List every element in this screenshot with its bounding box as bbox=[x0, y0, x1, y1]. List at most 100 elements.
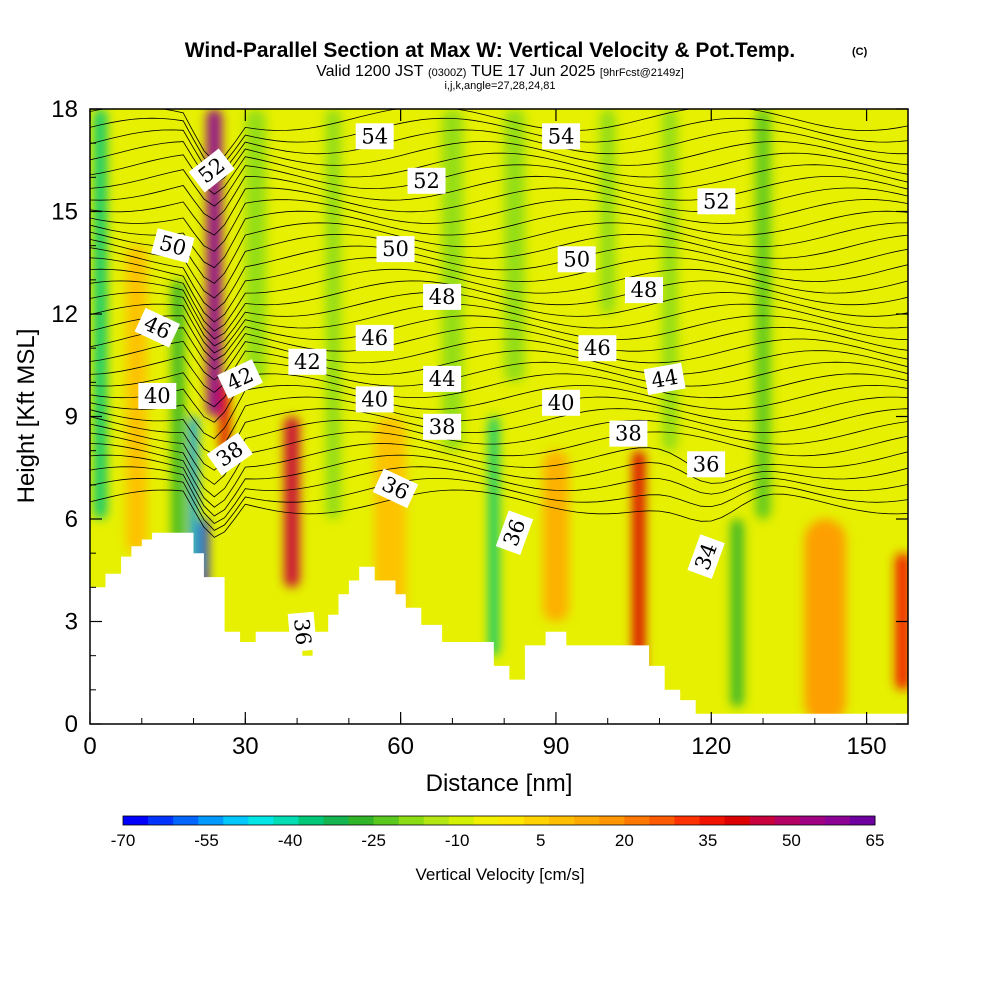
isentrope-line bbox=[90, 109, 908, 162]
x-tick-label: 30 bbox=[232, 733, 259, 760]
colorbar-tick-label: -55 bbox=[194, 831, 219, 850]
contour-label-text: 46 bbox=[361, 326, 388, 350]
contour-label-box bbox=[138, 383, 177, 409]
colorbar-swatch bbox=[649, 816, 675, 825]
contour-label-box bbox=[355, 386, 394, 413]
isentrope-line bbox=[90, 454, 908, 517]
contour-label-box bbox=[217, 359, 263, 399]
contour-label-box bbox=[643, 362, 686, 396]
colorbar-swatch bbox=[173, 816, 199, 825]
contour-label-text: 38 bbox=[615, 422, 642, 446]
contour-label-text: 54 bbox=[361, 124, 388, 148]
colorbar-tick-label: -10 bbox=[445, 831, 470, 850]
isentrope-line bbox=[90, 175, 908, 221]
isentrope-line bbox=[90, 292, 908, 347]
contour-label-text: 44 bbox=[429, 367, 456, 391]
colorbar-swatch bbox=[724, 816, 751, 825]
contour-label-text: 40 bbox=[144, 384, 171, 408]
subtitle-valid: Valid 1200 JST bbox=[316, 63, 424, 80]
terrain bbox=[90, 532, 908, 724]
plot-area bbox=[90, 109, 908, 724]
contour-label: 40 bbox=[355, 386, 394, 413]
subtitle-utc: (0300Z) bbox=[428, 67, 467, 79]
contour-label: 46 bbox=[355, 324, 394, 351]
colorbar-swatch bbox=[599, 816, 625, 825]
y-tick-label: 3 bbox=[65, 609, 78, 636]
colorbar-swatch bbox=[273, 816, 299, 825]
contour-label-box bbox=[423, 283, 462, 310]
contour-label-text: 50 bbox=[563, 247, 590, 271]
x-axis-label: Distance [nm] bbox=[426, 770, 573, 797]
colorbar-swatch bbox=[674, 816, 701, 825]
velocity-feature bbox=[730, 519, 744, 707]
contour-label: 38 bbox=[206, 432, 253, 476]
chart-title-mark: (C) bbox=[852, 46, 868, 58]
contour-label-box bbox=[578, 335, 617, 362]
colorbar-swatch bbox=[123, 816, 149, 825]
contour-label-text: 52 bbox=[703, 189, 730, 213]
contour-label-box bbox=[557, 246, 596, 273]
contour-label-box bbox=[542, 123, 581, 150]
colorbar-swatch bbox=[749, 816, 776, 825]
y-tick-label: 18 bbox=[51, 96, 78, 123]
colorbar-swatch bbox=[774, 816, 801, 825]
isentrope-line bbox=[90, 489, 908, 538]
contour-label: 48 bbox=[423, 283, 462, 310]
isentrope-line bbox=[90, 326, 908, 370]
contour-label-text: 42 bbox=[294, 350, 321, 374]
contour-label-box bbox=[134, 307, 181, 348]
colorbar-swatch bbox=[198, 816, 224, 825]
contour-label: 36 bbox=[687, 451, 726, 478]
colorbar-swatch bbox=[373, 816, 400, 825]
isentrope-line bbox=[90, 199, 908, 252]
isentrope-line bbox=[90, 152, 908, 195]
contour-label: 38 bbox=[423, 413, 462, 440]
colorbar-label: Vertical Velocity [cm/s] bbox=[415, 865, 584, 884]
contour-label: 50 bbox=[151, 228, 195, 264]
colorbar-tick-label: -70 bbox=[111, 831, 136, 850]
isentrope-line bbox=[90, 222, 908, 284]
contour-label: 54 bbox=[355, 123, 394, 150]
isentrope-line bbox=[90, 164, 908, 207]
isentrope-line bbox=[90, 373, 908, 423]
x-tick-label: 0 bbox=[83, 733, 96, 760]
isentrope-line bbox=[90, 245, 908, 312]
colorbar-swatch bbox=[298, 816, 325, 825]
chart-title: Wind-Parallel Section at Max W: Vertical… bbox=[185, 39, 796, 62]
velocity-feature bbox=[504, 109, 525, 383]
y-tick-label: 6 bbox=[65, 506, 78, 533]
y-tick-label: 0 bbox=[65, 711, 78, 738]
contour-label: 44 bbox=[423, 365, 462, 392]
isentrope-line bbox=[90, 315, 908, 361]
contour-label-text: 40 bbox=[361, 387, 388, 411]
contour-label: 40 bbox=[138, 383, 177, 409]
contour-label-box bbox=[423, 365, 462, 392]
colorbar-swatch bbox=[799, 816, 826, 825]
colorbar-swatch bbox=[423, 816, 450, 825]
contour-label: 42 bbox=[288, 348, 327, 375]
contour-label: 50 bbox=[557, 246, 596, 273]
colorbar-swatch bbox=[223, 816, 249, 825]
contour-label-box bbox=[355, 324, 394, 351]
contour-label-box bbox=[407, 167, 446, 194]
contour-label-text: 46 bbox=[584, 336, 611, 360]
contour-label-text: 48 bbox=[429, 285, 456, 309]
contour-label-box bbox=[423, 413, 462, 440]
colorbar-swatch bbox=[248, 816, 274, 825]
y-tick-label: 9 bbox=[65, 404, 78, 431]
subtitle-date: TUE 17 Jun 2025 bbox=[471, 63, 596, 80]
velocity-feature bbox=[662, 109, 678, 451]
contour-label-box bbox=[542, 389, 581, 416]
colorbar-tick-label: -40 bbox=[278, 831, 303, 850]
isentrope-line bbox=[90, 477, 908, 531]
colorbar-swatch bbox=[348, 816, 375, 825]
colorbar-tick-label: -25 bbox=[361, 831, 386, 850]
contour-label-box bbox=[288, 348, 327, 375]
velocity-feature bbox=[543, 450, 569, 622]
isentrope-line bbox=[90, 210, 908, 269]
colorbar-tick-label: 5 bbox=[536, 831, 545, 850]
isentrope-line bbox=[90, 303, 908, 354]
isentrope-line bbox=[90, 443, 908, 508]
contour-label-box bbox=[206, 432, 253, 476]
